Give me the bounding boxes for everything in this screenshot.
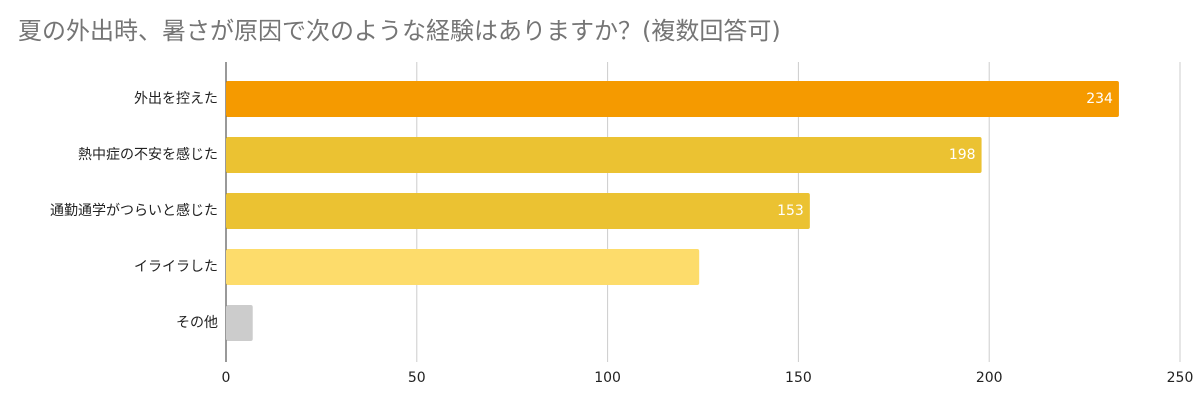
x-tick-label: 150 [785, 370, 812, 386]
x-tick-label: 0 [222, 370, 231, 386]
y-tick-label: 熱中症の不安を感じた [78, 146, 218, 163]
bar [226, 249, 700, 285]
value-label: 153 [777, 203, 804, 219]
y-tick-label: 通勤通学がつらいと感じた [50, 202, 218, 219]
y-tick-label: イライラした [134, 259, 218, 275]
x-tick-label: 50 [408, 370, 426, 386]
bar [226, 137, 982, 173]
bar [226, 305, 253, 341]
y-tick-label: 外出を控えた [134, 91, 218, 107]
bar [226, 81, 1119, 117]
chart-title: 夏の外出時、暑さが原因で次のような経験はありますか？(複数回答可) [18, 17, 781, 45]
y-tick-label: その他 [176, 315, 218, 331]
x-tick-label: 250 [1167, 370, 1194, 386]
x-tick-label: 200 [976, 370, 1003, 386]
bar [226, 193, 810, 229]
value-label: 234 [1086, 91, 1113, 107]
value-label: 198 [949, 147, 976, 163]
x-tick-label: 100 [594, 370, 621, 386]
